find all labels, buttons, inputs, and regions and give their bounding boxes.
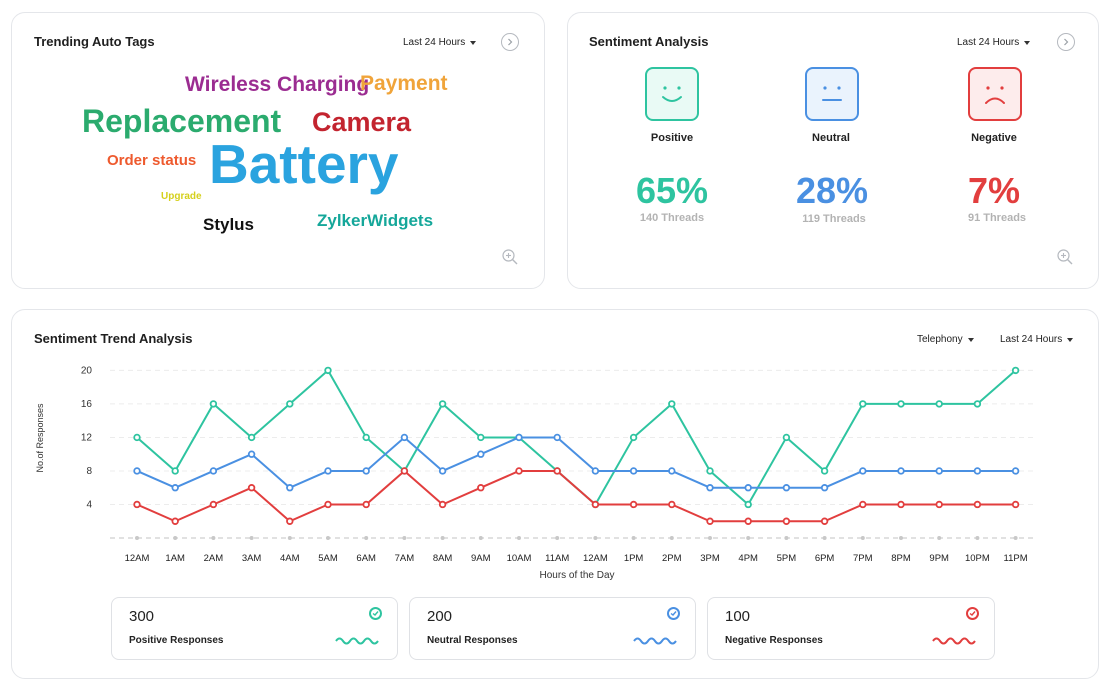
neutral-responses-label: Neutral Responses bbox=[427, 635, 518, 646]
tag-upgrade[interactable]: Upgrade bbox=[161, 191, 202, 202]
tag-zylkerwidgets[interactable]: ZylkerWidgets bbox=[317, 211, 434, 230]
sentiment-range-label: Last 24 Hours bbox=[957, 37, 1020, 48]
positive-threads: 140 Threads bbox=[639, 212, 705, 224]
wave-icon bbox=[932, 637, 976, 645]
neutral-threads: 119 Threads bbox=[802, 213, 866, 225]
tag-wireless-charging[interactable]: Wireless Charging bbox=[185, 73, 370, 96]
sentiment-analysis-card: Sentiment Analysis Last 24 Hours Positiv… bbox=[567, 12, 1099, 289]
negative-summary-card: 100 Negative Responses bbox=[707, 597, 995, 660]
positive-responses-label: Positive Responses bbox=[129, 635, 224, 646]
caret-down-icon bbox=[1067, 337, 1074, 342]
wave-icon bbox=[335, 637, 379, 645]
neutral-label: Neutral bbox=[812, 132, 850, 144]
negative-threads: 91 Threads bbox=[967, 212, 1027, 224]
tag-payment[interactable]: Payment bbox=[360, 72, 448, 95]
trending-next-button[interactable] bbox=[501, 33, 519, 51]
sentiment-trend-title: Sentiment Trend Analysis bbox=[34, 331, 193, 346]
trend-range-dropdown[interactable]: Last 24 Hours bbox=[1000, 334, 1074, 345]
negative-percent: 7% bbox=[967, 170, 1021, 211]
neutral-summary-card: 200 Neutral Responses bbox=[409, 597, 696, 660]
zoom-in-icon[interactable] bbox=[1056, 248, 1074, 266]
caret-down-icon bbox=[967, 337, 974, 342]
sentiment-next-button[interactable] bbox=[1057, 33, 1075, 51]
check-circle-icon bbox=[966, 607, 979, 620]
trending-range-label: Last 24 Hours bbox=[403, 37, 466, 48]
positive-percent: 65% bbox=[635, 170, 709, 211]
tag-battery[interactable]: Battery bbox=[209, 133, 399, 195]
channel-dropdown[interactable]: Telephony bbox=[917, 334, 974, 345]
sentiment-range-dropdown[interactable]: Last 24 Hours bbox=[957, 37, 1031, 48]
negative-responses-label: Negative Responses bbox=[725, 635, 823, 646]
trending-auto-tags-card: Trending Auto Tags Last 24 Hours Wireles… bbox=[11, 12, 545, 289]
trend-range-label: Last 24 Hours bbox=[1000, 334, 1063, 345]
positive-label: Positive bbox=[650, 132, 694, 144]
channel-label: Telephony bbox=[917, 334, 963, 345]
positive-summary-card: 300 Positive Responses bbox=[111, 597, 398, 660]
check-circle-icon bbox=[667, 607, 680, 620]
tag-order-status[interactable]: Order status bbox=[107, 152, 197, 169]
tag-camera[interactable]: Camera bbox=[312, 107, 412, 137]
positive-count: 300 bbox=[129, 608, 155, 625]
sentiment-analysis-title: Sentiment Analysis bbox=[589, 34, 709, 49]
tag-stylus[interactable]: Stylus bbox=[203, 215, 255, 234]
wave-icon bbox=[633, 637, 677, 645]
tag-replacement[interactable]: Replacement bbox=[82, 103, 282, 139]
neutral-count: 200 bbox=[427, 608, 453, 625]
negative-count: 100 bbox=[725, 608, 751, 625]
smiley-icon bbox=[645, 67, 699, 121]
sad-face-icon bbox=[968, 67, 1022, 121]
neutral-percent: 28% bbox=[795, 170, 869, 211]
caret-down-icon bbox=[470, 40, 477, 45]
zoom-in-icon[interactable] bbox=[501, 248, 519, 266]
chevron-right-icon bbox=[508, 38, 513, 46]
chevron-right-icon bbox=[1064, 38, 1069, 46]
negative-label: Negative bbox=[971, 132, 1017, 144]
trending-auto-tags-title: Trending Auto Tags bbox=[34, 34, 155, 49]
caret-down-icon bbox=[1024, 40, 1031, 45]
check-circle-icon bbox=[369, 607, 382, 620]
neutral-face-icon bbox=[805, 67, 859, 121]
trending-range-dropdown[interactable]: Last 24 Hours bbox=[403, 37, 477, 48]
